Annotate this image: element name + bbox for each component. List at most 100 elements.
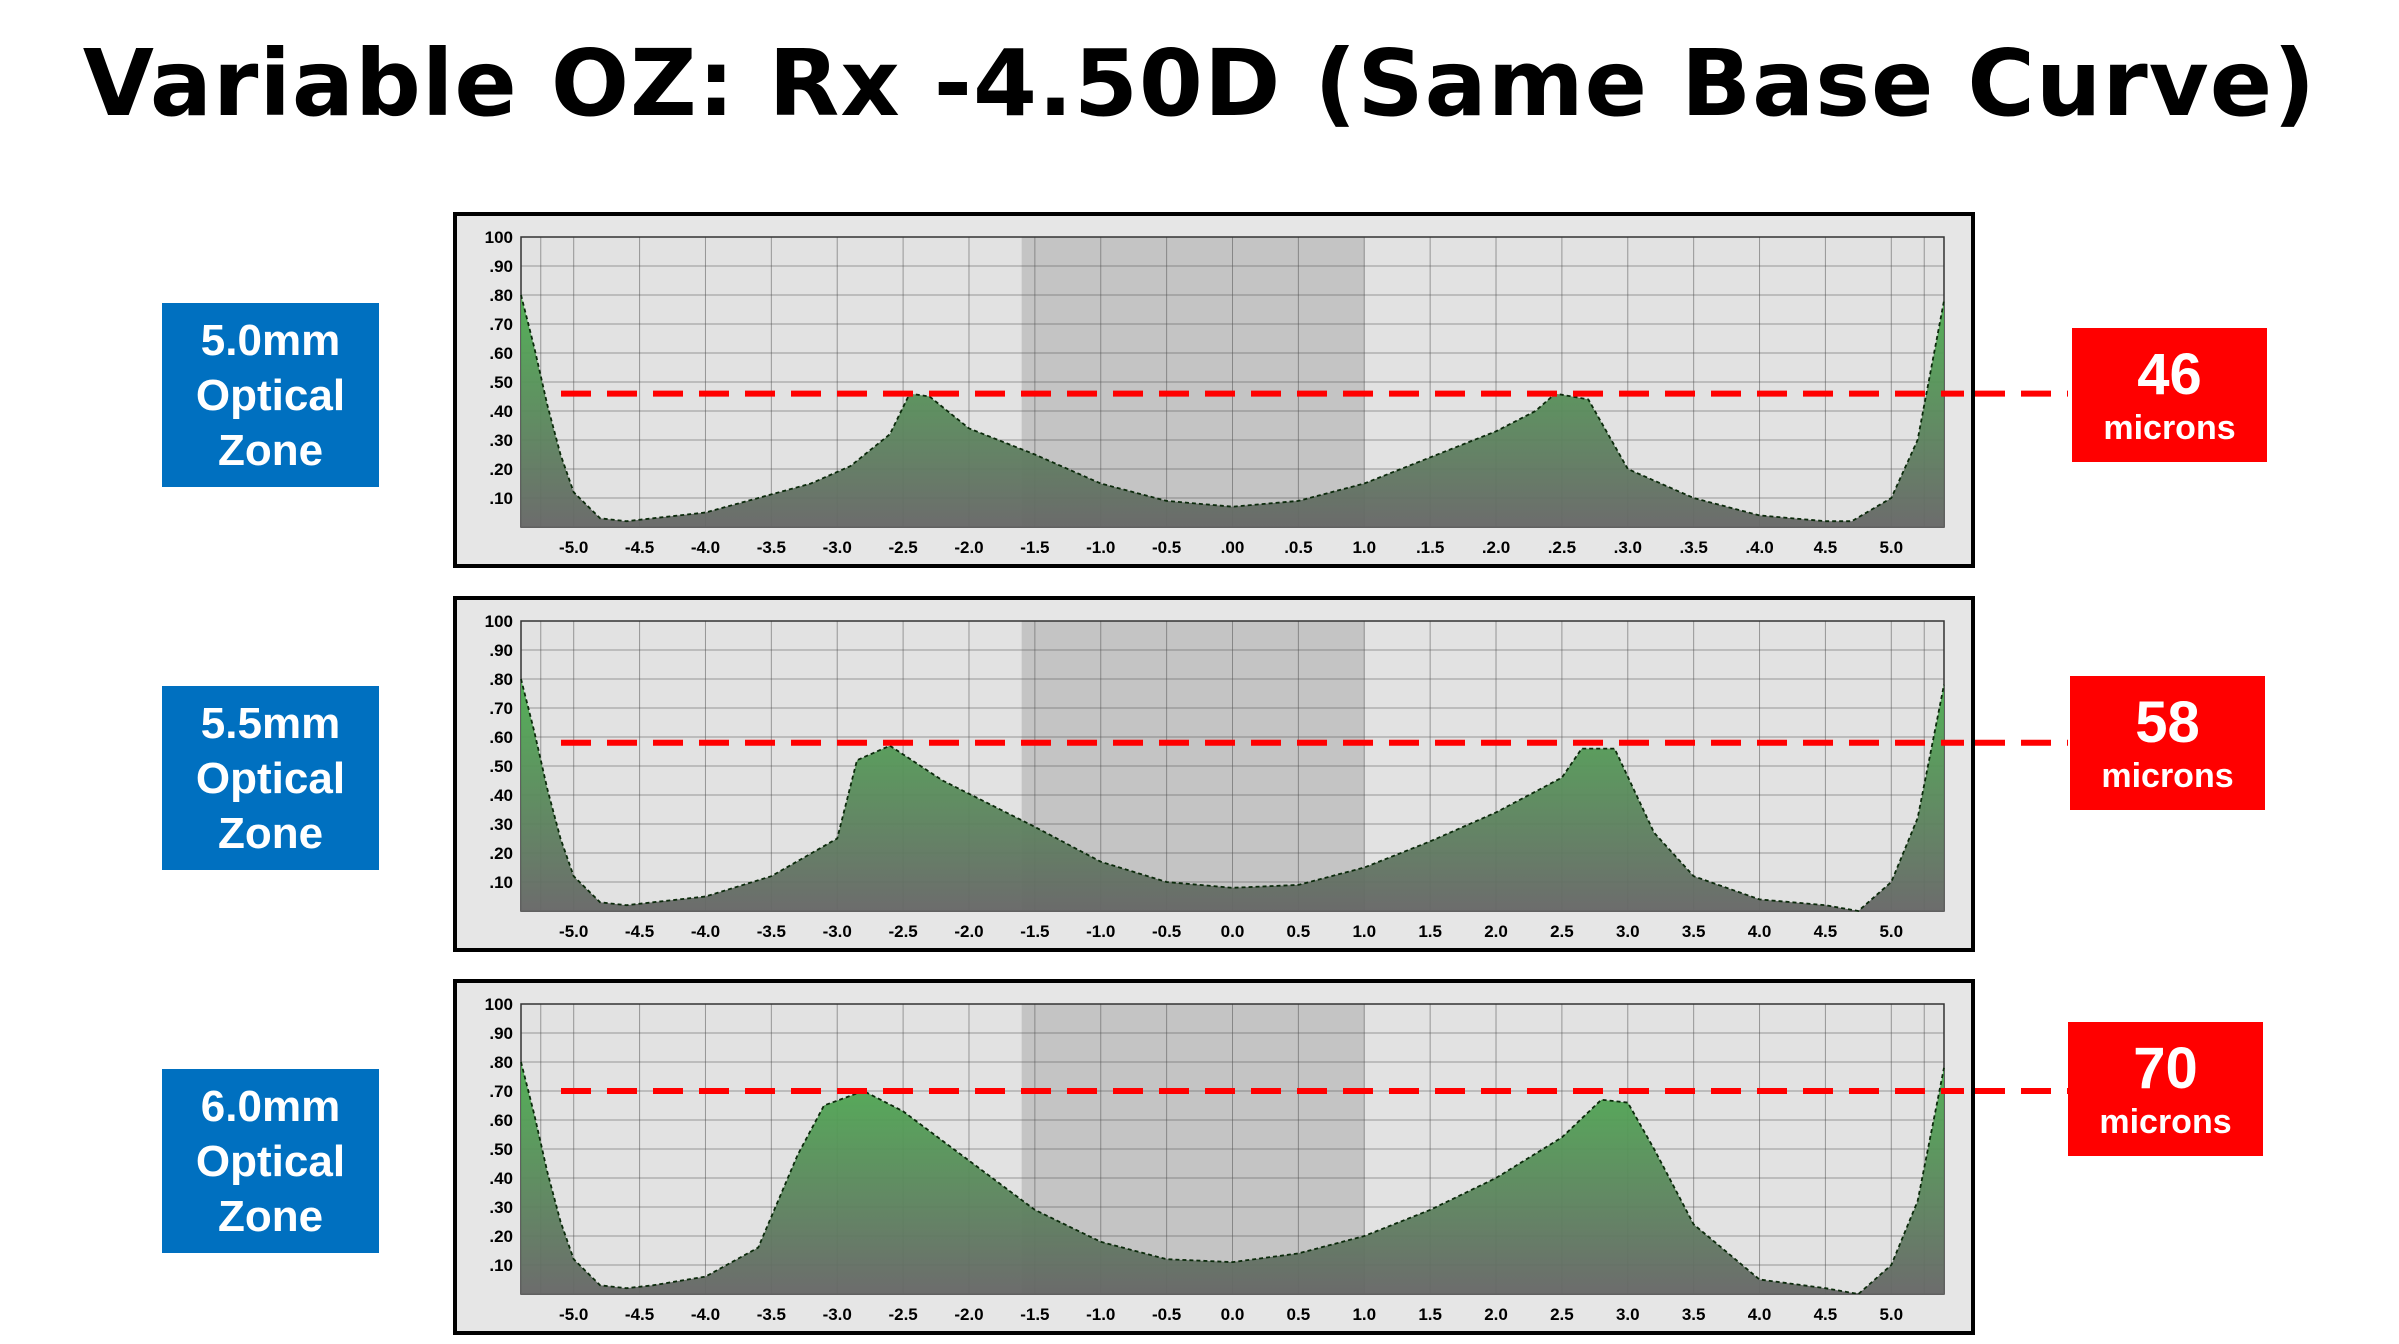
depth-unit: microns xyxy=(2101,757,2234,795)
x-tick-label: .3.0 xyxy=(1614,538,1642,557)
depth-badge-58: 58 microns xyxy=(2070,676,2265,810)
x-tick-label: -2.0 xyxy=(954,538,983,557)
x-tick-label: .0.5 xyxy=(1284,538,1312,557)
x-tick-label: 1.0 xyxy=(1352,922,1376,941)
x-tick-label: -4.0 xyxy=(691,538,720,557)
y-tick-label: .90 xyxy=(489,1024,513,1043)
optical-zone-label-5-0: 5.0mm Optical Zone xyxy=(162,303,379,487)
y-tick-label: 100 xyxy=(485,228,513,247)
x-tick-label: -1.0 xyxy=(1086,1305,1115,1324)
depth-value: 46 xyxy=(2137,342,2202,407)
chart-panel-1: 100 .90 .80 .70 .60 .50 .40 .30 .20 .10 -5.0 -4.5 -4… xyxy=(453,212,1975,568)
x-tick-label: -1.5 xyxy=(1020,922,1049,941)
y-tick-label: .30 xyxy=(489,1198,513,1217)
x-tick-label: -4.5 xyxy=(625,922,654,941)
x-tick-label: -4.5 xyxy=(625,1305,654,1324)
x-tick-label: -4.5 xyxy=(625,538,654,557)
oz-label-line: Zone xyxy=(217,808,324,858)
chart-panel-3: 100 .90 .80 .70 .60 .50 .40 .30 .20 .10 -5.0 -4.5 -4… xyxy=(453,979,1975,1335)
oz-label-line: 5.5mm xyxy=(200,698,341,748)
oz-label-line: Optical xyxy=(195,753,346,803)
y-tick-label: .70 xyxy=(489,699,513,718)
x-tick-label: .00 xyxy=(1221,538,1245,557)
x-tick-label: .4.0 xyxy=(1745,538,1773,557)
y-tick-label: .40 xyxy=(489,1169,513,1188)
depth-profile-line xyxy=(520,294,1945,523)
depth-value: 70 xyxy=(2133,1036,2198,1101)
x-tick-label: 0.0 xyxy=(1221,922,1245,941)
x-tick-label: 5.0 xyxy=(1879,538,1903,557)
x-tick-label: -2.5 xyxy=(888,1305,917,1324)
x-tick-label: 2.0 xyxy=(1484,922,1508,941)
x-tick-label: 5.0 xyxy=(1879,1305,1903,1324)
x-tick-label: 4.0 xyxy=(1748,1305,1772,1324)
x-tick-label: -3.5 xyxy=(757,922,786,941)
x-tick-label: -4.0 xyxy=(691,922,720,941)
y-tick-label: .30 xyxy=(489,815,513,834)
y-tick-label: .60 xyxy=(489,344,513,363)
x-tick-label: 2.0 xyxy=(1484,1305,1508,1324)
x-tick-label: 2.5 xyxy=(1550,922,1574,941)
y-tick-label: .90 xyxy=(489,257,513,276)
depth-profile-chart: 100 .90 .80 .70 .60 .50 .40 .30 .20 .10 -5.0 -4.5 -4… xyxy=(485,228,1964,557)
y-tick-label: .20 xyxy=(489,460,513,479)
depth-unit: microns xyxy=(2103,409,2236,447)
x-tick-label: 1.0 xyxy=(1352,538,1376,557)
x-tick-label: -5.0 xyxy=(559,922,588,941)
depth-profile-line xyxy=(520,1061,1945,1295)
depth-area-fill xyxy=(521,679,1944,911)
y-tick-label: .40 xyxy=(489,786,513,805)
x-tick-label: 3.5 xyxy=(1682,922,1706,941)
y-tick-label: .20 xyxy=(489,1227,513,1246)
depth-unit: microns xyxy=(2099,1103,2232,1141)
optical-zone-label-5-5: 5.5mm Optical Zone xyxy=(162,686,379,870)
x-tick-label: -1.5 xyxy=(1020,538,1049,557)
x-tick-label: -3.0 xyxy=(823,1305,852,1324)
x-tick-label: 0.0 xyxy=(1221,1305,1245,1324)
oz-label-line: Zone xyxy=(217,425,324,475)
x-tick-label: -1.0 xyxy=(1086,538,1115,557)
depth-profile-chart: 100 .90 .80 .70 .60 .50 .40 .30 .20 .10 -5.0 -4.5 -4… xyxy=(485,612,1964,941)
x-tick-label: -5.0 xyxy=(559,538,588,557)
y-tick-label: 100 xyxy=(485,612,513,631)
y-tick-label: 100 xyxy=(485,995,513,1014)
depth-area-fill xyxy=(521,1062,1944,1294)
x-tick-label: -2.5 xyxy=(888,922,917,941)
y-tick-label: .80 xyxy=(489,670,513,689)
depth-area-fill xyxy=(521,295,1944,527)
depth-badge-46: 46 microns xyxy=(2072,328,2267,462)
y-tick-label: .50 xyxy=(489,757,513,776)
x-tick-label: 1.0 xyxy=(1352,1305,1376,1324)
x-tick-label: 0.5 xyxy=(1287,1305,1311,1324)
oz-label-line: 5.0mm xyxy=(200,315,341,365)
y-tick-label: .30 xyxy=(489,431,513,450)
optical-zone-label-6-0: 6.0mm Optical Zone xyxy=(162,1069,379,1253)
x-tick-label: 2.5 xyxy=(1550,1305,1574,1324)
x-tick-label: .1.5 xyxy=(1416,538,1444,557)
x-tick-label: 4.0 xyxy=(1748,922,1772,941)
y-tick-label: .10 xyxy=(489,873,513,892)
x-tick-label: -3.0 xyxy=(823,538,852,557)
x-tick-label: -3.0 xyxy=(823,922,852,941)
y-tick-label: .70 xyxy=(489,315,513,334)
x-tick-label: 4.5 xyxy=(1814,1305,1838,1324)
depth-profile-chart: 100 .90 .80 .70 .60 .50 .40 .30 .20 .10 -5.0 -4.5 -4… xyxy=(485,995,1964,1324)
depth-badge-70: 70 microns xyxy=(2068,1022,2263,1156)
x-tick-label: -2.5 xyxy=(888,538,917,557)
x-tick-label: -0.5 xyxy=(1152,922,1181,941)
x-tick-label: -1.5 xyxy=(1020,1305,1049,1324)
chart-panel-2: 100 .90 .80 .70 .60 .50 .40 .30 .20 .10 -5.0 -4.5 -4… xyxy=(453,596,1975,952)
x-tick-label: 0.5 xyxy=(1287,922,1311,941)
y-tick-label: .70 xyxy=(489,1082,513,1101)
x-tick-label: -0.5 xyxy=(1152,1305,1181,1324)
y-tick-label: .20 xyxy=(489,844,513,863)
y-tick-label: .60 xyxy=(489,1111,513,1130)
x-tick-label: 4.5 xyxy=(1814,922,1838,941)
x-tick-label: 1.5 xyxy=(1418,1305,1442,1324)
y-tick-label: .80 xyxy=(489,286,513,305)
x-tick-label: 3.0 xyxy=(1616,1305,1640,1324)
y-tick-label: .50 xyxy=(489,373,513,392)
x-tick-label: -5.0 xyxy=(559,1305,588,1324)
depth-profile-line xyxy=(520,678,1945,912)
x-tick-label: -1.0 xyxy=(1086,922,1115,941)
